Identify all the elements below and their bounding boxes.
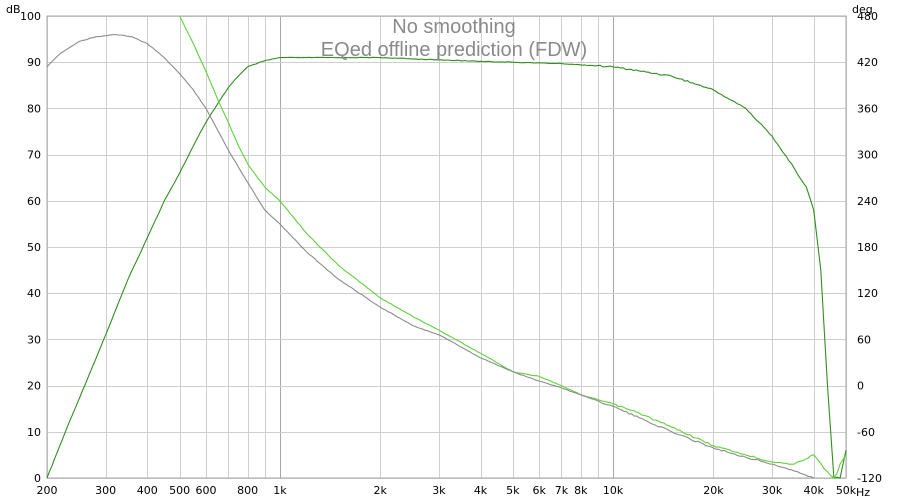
x-tick-label: 3k bbox=[432, 484, 446, 497]
right-tick-label: 60 bbox=[857, 333, 871, 346]
x-tick-label: 6k bbox=[532, 484, 546, 497]
series-line-1 bbox=[46, 56, 847, 479]
left-tick-label: 100 bbox=[20, 10, 41, 23]
left-tick-label: 80 bbox=[27, 102, 41, 115]
x-tick-label: 200 bbox=[37, 484, 58, 497]
right-tick-label: 240 bbox=[857, 195, 878, 208]
left-tick-label: 70 bbox=[27, 149, 41, 162]
left-tick-label: 40 bbox=[27, 287, 41, 300]
plot-frame bbox=[46, 15, 847, 479]
right-tick-label: 0 bbox=[857, 380, 864, 393]
x-tick-label: 600 bbox=[195, 484, 216, 497]
left-tick-label: 60 bbox=[27, 195, 41, 208]
left-tick-label: 10 bbox=[27, 426, 41, 439]
series-lines bbox=[46, 15, 847, 479]
x-tick-label: 30k bbox=[762, 484, 783, 497]
x-axis-unit: Hz bbox=[856, 486, 870, 499]
chart-title: No smoothing bbox=[392, 16, 515, 38]
chart-subtitle: EQed offline prediction (FDW) bbox=[321, 39, 587, 61]
x-tick-label: 20k bbox=[703, 484, 724, 497]
x-axis-tick-labels: 200 300 400 500 600 800 1k 2k 3k 4k 5k 6k 7k 8k 10k 20k… bbox=[37, 484, 857, 497]
left-tick-label: 50 bbox=[27, 241, 41, 254]
right-tick-label: 300 bbox=[857, 149, 878, 162]
left-axis-tick-labels: 0 10 20 30 40 50 60 70 80 90 100 bbox=[20, 10, 41, 485]
right-tick-label: -120 bbox=[857, 472, 882, 485]
series-line-3 bbox=[46, 33, 814, 479]
x-tick-label: 5k bbox=[506, 484, 520, 497]
left-tick-label: 30 bbox=[27, 333, 41, 346]
x-tick-label: 1k bbox=[273, 484, 287, 497]
x-tick-label: 50k bbox=[836, 484, 857, 497]
right-tick-label: 120 bbox=[857, 287, 878, 300]
right-tick-label: 180 bbox=[857, 241, 878, 254]
right-tick-label: 420 bbox=[857, 56, 878, 69]
x-tick-label: 10k bbox=[603, 484, 624, 497]
right-tick-label: -60 bbox=[857, 426, 875, 439]
horizontal-gridlines bbox=[47, 16, 846, 479]
x-tick-label: 800 bbox=[237, 484, 258, 497]
x-tick-label: 2k bbox=[374, 484, 388, 497]
x-tick-label: 8k bbox=[574, 484, 588, 497]
right-tick-label: 480 bbox=[857, 10, 878, 23]
x-tick-label: 300 bbox=[95, 484, 116, 497]
x-tick-label: 7k bbox=[555, 484, 569, 497]
left-axis-unit: dB bbox=[6, 3, 21, 16]
right-tick-label: 360 bbox=[857, 102, 878, 115]
left-tick-label: 0 bbox=[34, 472, 41, 485]
x-tick-label: 40k bbox=[804, 484, 825, 497]
left-tick-label: 90 bbox=[27, 56, 41, 69]
left-tick-label: 20 bbox=[27, 380, 41, 393]
right-axis-unit: deg bbox=[852, 3, 873, 16]
right-axis-tick-labels: -120 -60 0 60 120 180 240 300 360 420 480 bbox=[857, 10, 882, 485]
x-tick-label: 400 bbox=[137, 484, 158, 497]
x-tick-label: 500 bbox=[169, 484, 190, 497]
x-tick-label: 4k bbox=[474, 484, 488, 497]
